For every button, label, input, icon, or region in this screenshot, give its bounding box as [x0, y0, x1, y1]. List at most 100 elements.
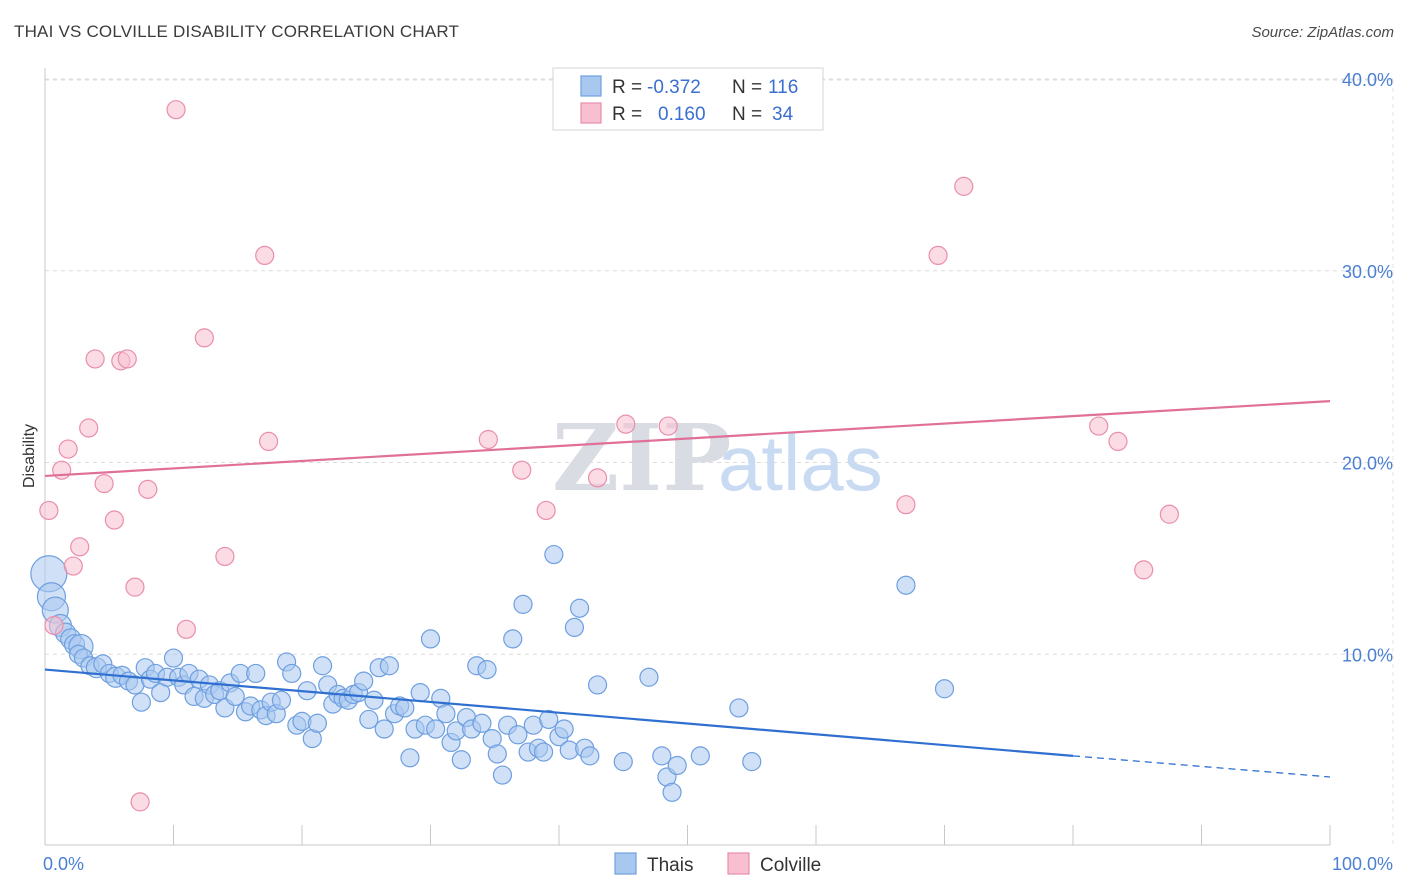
colville-point: [587, 468, 608, 488]
thais-point: [426, 719, 446, 739]
colville-point: [512, 460, 532, 480]
thais-point: [410, 682, 430, 703]
colville-point: [616, 414, 636, 434]
legend-r-label-thais: R =: [612, 77, 642, 98]
watermark-atlas: atlas: [718, 419, 883, 507]
colville-point: [58, 439, 78, 459]
legend-n-value-colville: 34: [772, 104, 794, 125]
colville-point: [215, 546, 235, 567]
thais-trend-extension: [1072, 755, 1331, 778]
colville-point: [52, 460, 72, 480]
legend-r-value-thais: -0.372: [647, 77, 701, 98]
thais-point: [544, 544, 564, 565]
thais-point: [539, 709, 559, 730]
thais-point: [729, 698, 749, 718]
bottom-legend-label-colville: Colville: [760, 855, 821, 876]
colville-point: [104, 510, 124, 530]
bottom-legend-swatch-colville: [727, 852, 750, 875]
thais-point: [652, 746, 672, 766]
thais-point: [420, 629, 441, 649]
colville-point: [258, 431, 279, 452]
x-tick-label-end: 100.0%: [1332, 854, 1393, 874]
colville-point: [85, 349, 105, 369]
y-tick-label: 30.0%: [1342, 262, 1393, 282]
colville-point: [176, 619, 196, 639]
colville-point: [70, 537, 90, 557]
colville-point: [94, 473, 114, 494]
x-tick-labels: 0.0% 100.0%: [43, 854, 1393, 874]
colville-point: [1108, 431, 1128, 452]
chart-title: THAI VS COLVILLE DISABILITY CORRELATION …: [14, 22, 460, 41]
bottom-legend-label-thais: Thais: [647, 855, 693, 876]
thais-point: [569, 598, 590, 618]
thais-point: [364, 690, 384, 710]
trend-lines: [44, 400, 1331, 778]
thais-point: [613, 752, 633, 772]
colville-point: [954, 176, 974, 196]
thais-point: [131, 692, 151, 712]
legend-n-label-colville: N =: [732, 104, 762, 125]
legend-r-label-colville: R =: [612, 104, 642, 125]
watermark-zip: ZIP: [552, 404, 731, 512]
colville-point: [79, 418, 99, 438]
bottom-legend-swatch-thais: [614, 852, 637, 875]
legend-n-label-thais: N =: [732, 77, 762, 98]
thais-point: [690, 746, 710, 766]
thais-point: [163, 648, 184, 668]
bottom-legend: Thais Colville: [614, 852, 821, 876]
thais-point: [503, 629, 523, 649]
thais-point: [436, 704, 456, 724]
thais-point: [587, 675, 608, 695]
colville-point: [1089, 416, 1109, 436]
thais-point: [508, 725, 528, 745]
y-tick-label: 20.0%: [1342, 454, 1393, 474]
thais-point: [307, 713, 328, 733]
thais-point: [400, 748, 420, 768]
colville-point: [896, 495, 916, 515]
legend-n-value-thais: 116: [768, 77, 798, 98]
thais-point: [282, 663, 302, 684]
thais-point: [472, 713, 492, 733]
thais-point: [271, 690, 292, 710]
thais-point: [492, 765, 513, 785]
thais-point: [934, 679, 955, 699]
colville-point: [478, 429, 498, 450]
y-axis-label: Disability: [21, 424, 38, 488]
legend-r-value-colville: 0.160: [658, 104, 706, 125]
thais-point: [742, 752, 762, 772]
thais-point: [379, 656, 399, 676]
y-tick-labels: 10.0% 20.0% 30.0% 40.0%: [1342, 70, 1393, 665]
colville-point: [1159, 504, 1179, 524]
thais-point: [896, 575, 916, 595]
thais-point: [487, 744, 507, 764]
thais-point: [533, 742, 554, 762]
colville-point: [1134, 560, 1154, 580]
colville-point: [658, 416, 678, 436]
thais-point: [312, 656, 333, 676]
colville-point: [39, 500, 59, 521]
colville-trend-line: [44, 400, 1331, 478]
thais-point: [354, 671, 374, 691]
thais-point: [564, 617, 585, 638]
axes: [44, 68, 1331, 846]
thais-point: [359, 709, 379, 730]
thais-point: [451, 750, 471, 770]
thais-point: [477, 659, 497, 680]
thais-point: [374, 719, 394, 739]
y-tick-label: 10.0%: [1342, 645, 1393, 665]
colville-point: [130, 792, 150, 812]
colville-point: [194, 328, 214, 348]
legend-swatch-thais: [580, 75, 602, 97]
y-tick-label: 40.0%: [1342, 70, 1393, 90]
thais-point: [395, 698, 415, 718]
legend-swatch-colville: [580, 102, 602, 124]
colville-point: [44, 615, 64, 636]
colville-point: [117, 349, 137, 369]
thais-point: [580, 746, 600, 766]
colville-point: [536, 500, 556, 521]
colville-point: [63, 556, 83, 576]
x-tick-label-start: 0.0%: [43, 854, 84, 874]
data-points: [30, 100, 1179, 812]
colville-point: [928, 245, 948, 266]
